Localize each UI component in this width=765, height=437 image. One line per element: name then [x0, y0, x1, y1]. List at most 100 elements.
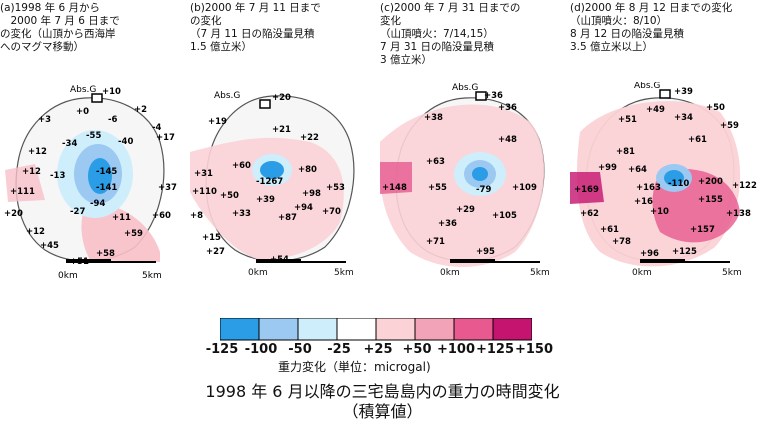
- scale-left: 0km: [248, 268, 268, 278]
- station-label: Abs.G: [452, 83, 478, 93]
- caption-line: (c)2000 年 7 月 31 日までの: [380, 2, 521, 14]
- value-label: +96: [640, 249, 659, 259]
- panel-c: (c)2000 年 7 月 31 日までの 変化 （山頂噴火：7/14,15） …: [380, 0, 570, 290]
- value-label: +98: [302, 189, 321, 199]
- value-label: +20: [272, 93, 291, 103]
- value-label: +99: [598, 163, 617, 173]
- caption-line: 変化: [380, 15, 401, 27]
- value-labels: +39 +49 +50 +51 +34 +59 +81 +61 +99 +64 …: [574, 87, 757, 259]
- value-label: +17: [156, 133, 175, 143]
- value-label: -1267: [256, 177, 283, 187]
- caption-line: 2000 年 7 月 6 日まで: [0, 15, 120, 27]
- value-label: +55: [428, 183, 447, 193]
- value-label: +2: [134, 105, 147, 115]
- scale-right: 5km: [142, 271, 162, 281]
- value-label: +110: [192, 187, 217, 197]
- scale-left: 0km: [632, 268, 652, 278]
- caption-line: へのマグマ移動）: [0, 41, 84, 53]
- legend-swatch: [414, 318, 455, 341]
- value-label: +48: [498, 135, 517, 145]
- caption-line: （山頂噴火：8/10）: [570, 15, 668, 27]
- value-label: +50: [706, 103, 725, 113]
- station-label: Abs.G: [70, 85, 96, 95]
- legend-tick: -25: [327, 342, 351, 357]
- value-label: +109: [512, 183, 537, 193]
- pink-area: [570, 172, 604, 204]
- legend-tick: -125: [205, 342, 239, 357]
- value-label: +61: [600, 225, 619, 235]
- value-label: -13: [50, 171, 65, 181]
- pink-area: [190, 137, 344, 260]
- scale-right: 5km: [722, 268, 742, 278]
- value-label: +169: [574, 185, 599, 195]
- value-label: -110: [668, 179, 689, 189]
- scale-bar: [256, 259, 346, 263]
- station-marker: [91, 93, 103, 103]
- value-label: +60: [152, 211, 171, 221]
- scale-bar: 0km 5km: [58, 259, 162, 281]
- caption-line: 8 月 12 日の陥没量見積: [570, 28, 685, 40]
- value-label: +3: [38, 115, 51, 125]
- caption-line: の変化（山頂から西海岸: [0, 28, 116, 40]
- legend-swatch: [492, 318, 532, 341]
- scale-left: 0km: [440, 268, 460, 278]
- value-label: +36: [484, 91, 503, 101]
- value-label: +122: [732, 181, 757, 191]
- value-label: +10: [102, 87, 121, 97]
- value-label: +37: [158, 183, 177, 193]
- value-label: +34: [674, 113, 693, 123]
- value-label: +105: [492, 211, 517, 221]
- caption-a: (a)1998 年 6 月から 2000 年 7 月 6 日まで の変化（山頂か…: [0, 2, 185, 54]
- legend-unit: 重力変化（単位：microgal): [278, 360, 431, 374]
- figure-title-line2: （積算値）: [342, 402, 423, 421]
- panel-d: (d)2000 年 8 月 12 日までの変化 （山頂噴火：8/10） 8 月 …: [570, 0, 760, 290]
- value-label: +80: [298, 165, 317, 175]
- legend-swatch: [336, 318, 377, 341]
- value-label: +33: [232, 209, 251, 219]
- value-label: -55: [86, 131, 101, 141]
- station-marker: [659, 89, 671, 99]
- value-label: +111: [10, 187, 35, 197]
- negative-zone: [664, 170, 684, 186]
- value-label: -6: [108, 115, 118, 125]
- value-label: +163: [636, 183, 661, 193]
- value-label: +22: [300, 133, 319, 143]
- value-label: +36: [498, 103, 517, 113]
- pink-area: [380, 162, 412, 194]
- colorbar-swatches: [220, 318, 532, 341]
- value-label: +59: [720, 121, 739, 131]
- value-label: +15: [202, 233, 221, 243]
- value-label: +148: [382, 183, 407, 193]
- value-label: +87: [278, 213, 297, 223]
- negative-zone: [472, 167, 488, 181]
- caption-line: 1.5 億立米）: [190, 41, 253, 53]
- gravity-map-b: Abs.G +20 +19 +21 +22 +31 +60 -1267 +80 …: [190, 91, 355, 265]
- value-label: +63: [426, 157, 445, 167]
- value-label: +53: [326, 183, 345, 193]
- value-label: +39: [256, 195, 275, 205]
- caption-d: (d)2000 年 8 月 12 日までの変化 （山頂噴火：8/10） 8 月 …: [570, 2, 755, 54]
- legend-tick: +25: [363, 342, 393, 357]
- value-label: +0: [76, 107, 89, 117]
- caption-line: (b)2000 年 7 月 11 日まで: [190, 2, 321, 14]
- legend-swatch: [258, 318, 299, 341]
- value-label: +64: [628, 165, 647, 175]
- value-label: +27: [206, 247, 225, 257]
- value-label: +155: [698, 195, 723, 205]
- gravity-map-c: Abs.G +36 +36 +38 +48 +63 +148 -79 +55 +…: [380, 83, 545, 267]
- value-label: +38: [424, 113, 443, 123]
- scale-labels: 0km 5km 0km 5km 0km 5km: [0, 268, 765, 282]
- caption-c: (c)2000 年 7 月 31 日までの 変化 （山頂噴火：7/14,15） …: [380, 2, 565, 67]
- value-label: -4: [152, 123, 162, 133]
- scale-bar: [640, 259, 730, 263]
- value-label: +49: [646, 105, 665, 115]
- caption-line: 3 億立米）: [380, 54, 433, 66]
- value-label: -141: [96, 183, 117, 193]
- legend-tick: -100: [244, 342, 278, 357]
- legend-swatch: [453, 318, 494, 341]
- value-label: +29: [456, 205, 475, 215]
- legend-tick: +100: [436, 342, 476, 357]
- panel-a: (a)1998 年 6 月から 2000 年 7 月 6 日まで の変化（山頂か…: [0, 0, 190, 290]
- caption-b: (b)2000 年 7 月 11 日まで の変化 （7 月 11 日の陥没量見積…: [190, 2, 375, 54]
- value-label: -79: [476, 185, 491, 195]
